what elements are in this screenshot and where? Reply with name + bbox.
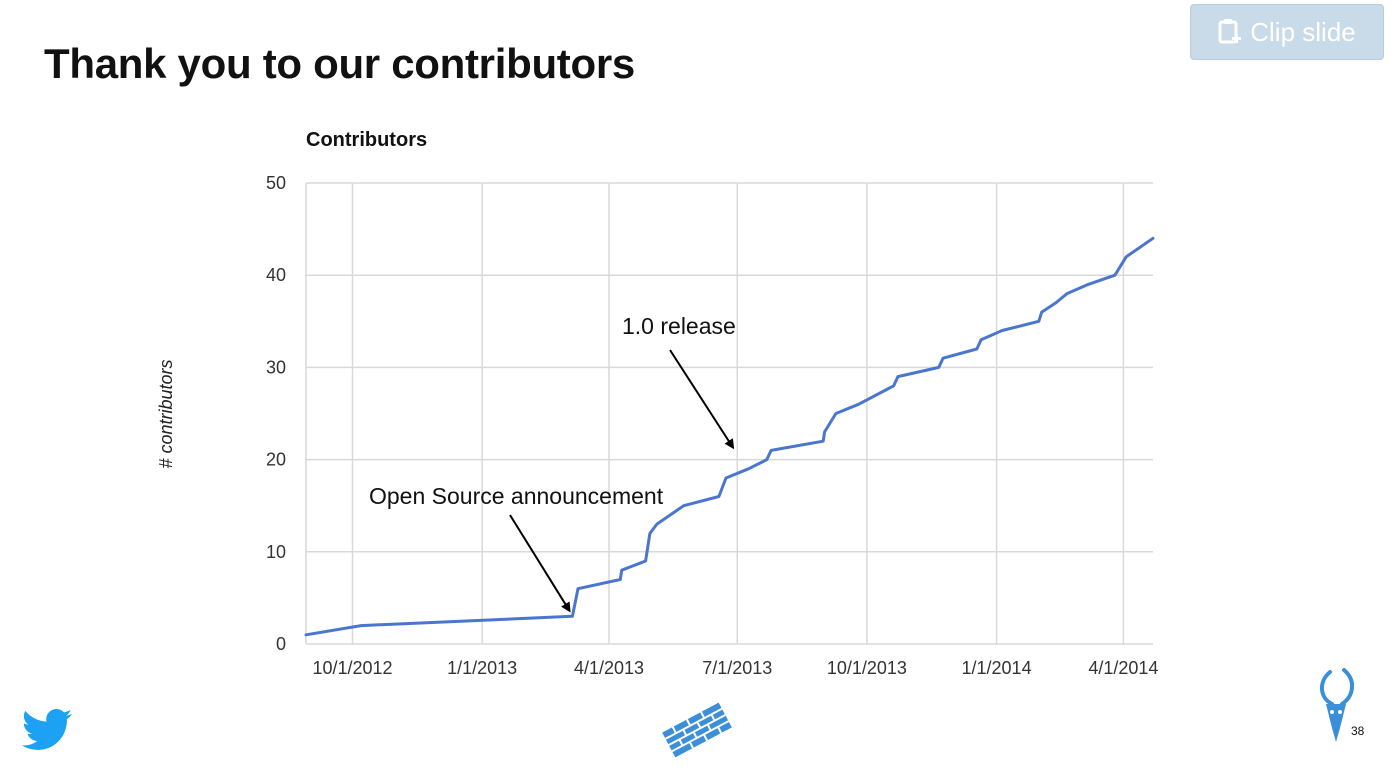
chart-title: Contributors (306, 129, 427, 151)
x-tick-label: 4/1/2013 (574, 658, 644, 678)
y-tick-label: 50 (266, 173, 286, 193)
slide-number: 38 (1351, 724, 1365, 738)
x-tick-label: 10/1/2013 (827, 658, 907, 678)
x-tick-label: 10/1/2012 (312, 658, 392, 678)
y-axis-label: # contributors (156, 359, 176, 468)
y-tick-label: 20 (266, 450, 286, 470)
tick-labels: 0 10 20 30 40 50 10/1/2012 1/1/2013 4/1/2013 7/1/… (266, 173, 1158, 678)
x-tick-label: 1/1/2013 (447, 658, 517, 678)
antelope-head-logo-icon (1322, 670, 1352, 742)
gridlines (306, 183, 1153, 644)
annotations: 1.0 release Open Source announcement (369, 313, 736, 611)
annotation-arrow (510, 515, 570, 611)
annotation-label: 1.0 release (622, 313, 736, 339)
annotation-label: Open Source announcement (369, 483, 664, 509)
x-tick-label: 4/1/2014 (1088, 658, 1158, 678)
blue-grid-logo-icon (662, 703, 732, 758)
x-tick-label: 7/1/2013 (702, 658, 772, 678)
series-line-contributors (306, 238, 1153, 635)
y-tick-label: 30 (266, 357, 286, 377)
x-tick-label: 1/1/2014 (962, 658, 1032, 678)
series (306, 238, 1153, 635)
y-tick-label: 0 (276, 634, 286, 654)
annotation-arrow (670, 350, 733, 448)
twitter-bird-icon (22, 709, 72, 750)
y-tick-label: 10 (266, 542, 286, 562)
y-tick-label: 40 (266, 265, 286, 285)
